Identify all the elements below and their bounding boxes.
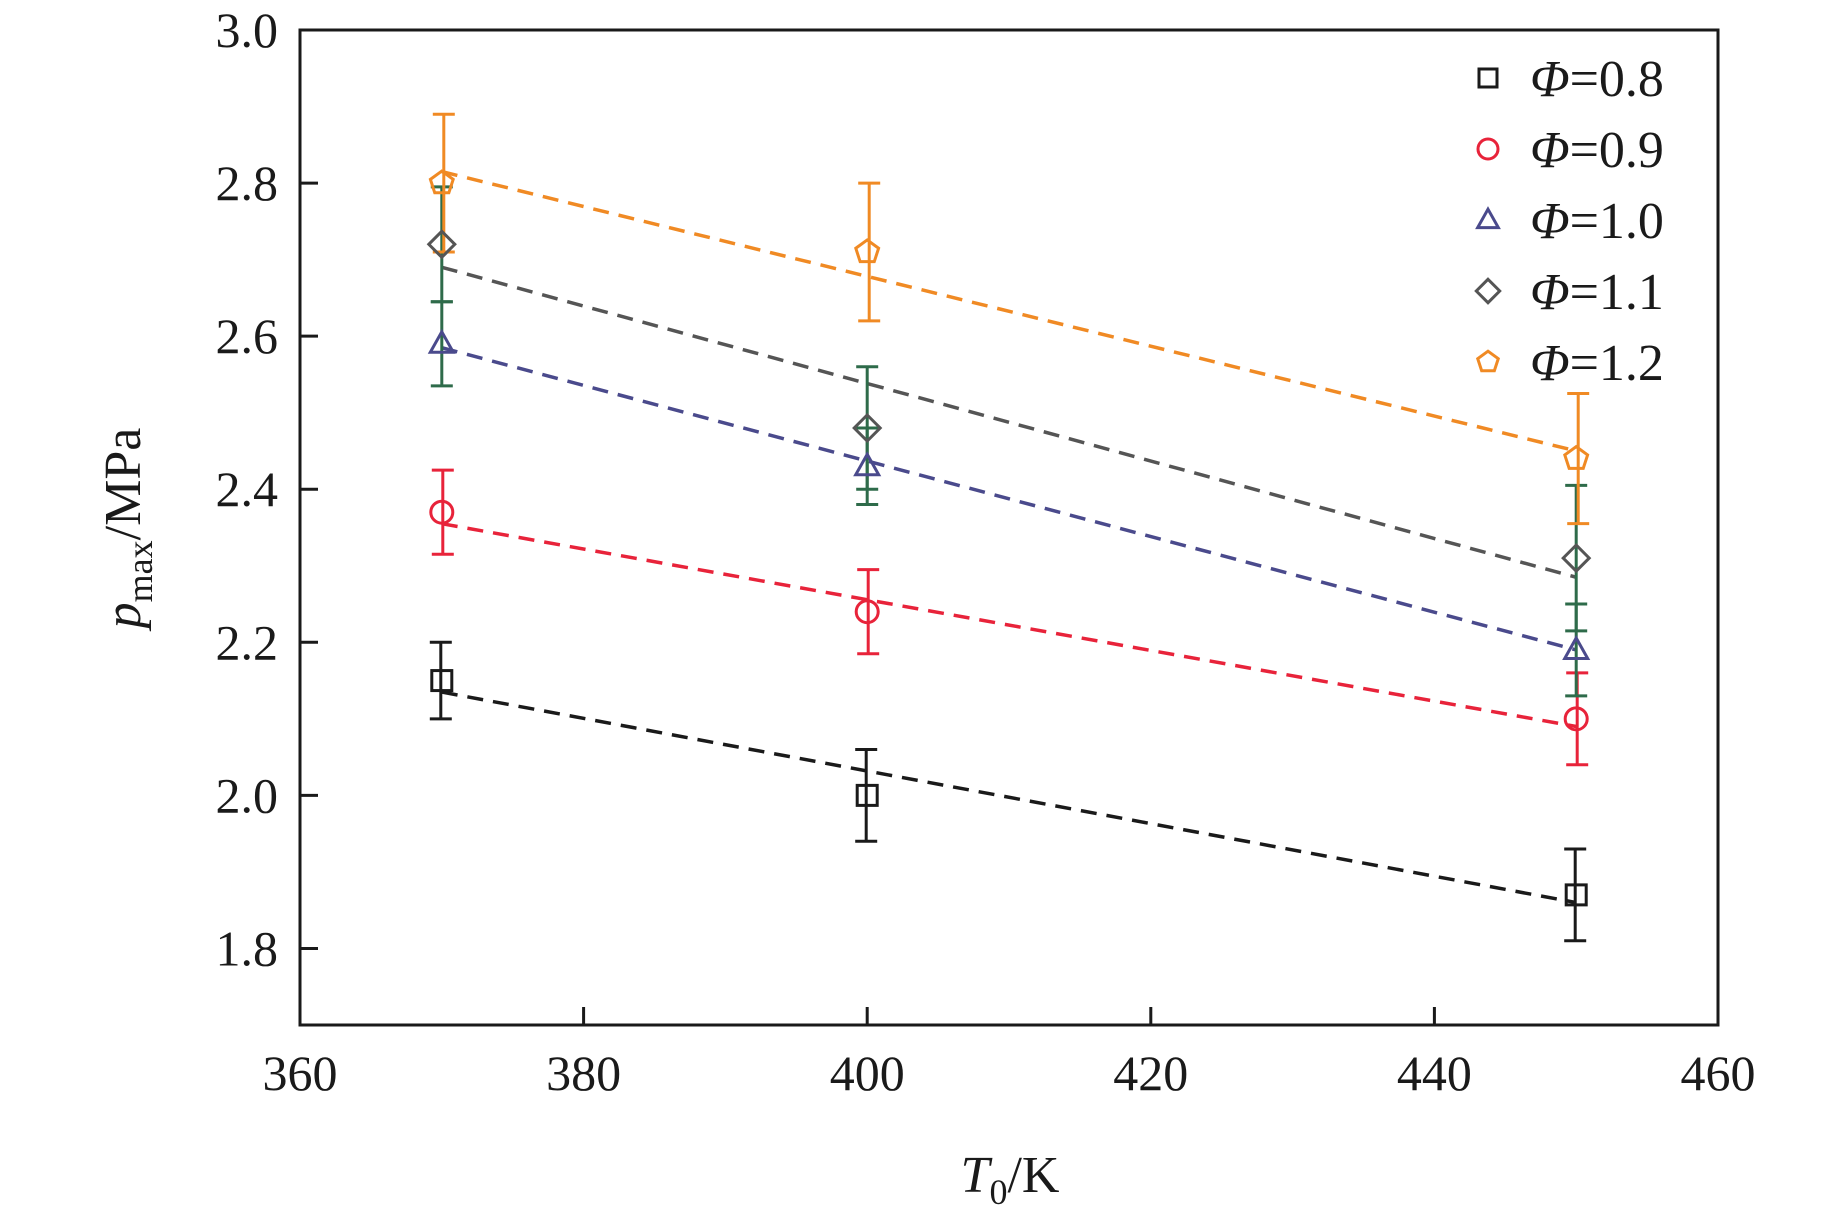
data-point bbox=[1563, 706, 1589, 732]
legend-label: Φ=0.8 bbox=[1530, 51, 1664, 108]
data-point bbox=[853, 451, 882, 477]
y-tick-label: 1.8 bbox=[216, 920, 279, 976]
y-axis: 1.8 2.0 2.2 2.4 2.6 2.8 3.0 bbox=[216, 2, 318, 976]
legend-marker bbox=[1474, 277, 1502, 305]
x-tick-label: 440 bbox=[1397, 1045, 1472, 1101]
fit-line bbox=[441, 521, 1577, 729]
data-markers bbox=[426, 169, 1592, 907]
data-point bbox=[430, 669, 454, 693]
y-axis-label: pmax/MPa bbox=[95, 428, 160, 633]
data-point bbox=[427, 328, 456, 354]
fit-line bbox=[441, 169, 1577, 453]
legend-label: Φ=0.9 bbox=[1530, 122, 1664, 179]
x-tick-label: 420 bbox=[1113, 1045, 1188, 1101]
data-point bbox=[1562, 634, 1591, 660]
fit-lines bbox=[441, 169, 1577, 905]
legend: Φ=0.8 Φ=0.9 Φ=1.0 Φ=1.1 Φ=1.2 bbox=[1474, 51, 1664, 392]
y-tick-label: 2.8 bbox=[216, 155, 279, 211]
y-tick-label: 2.6 bbox=[216, 308, 279, 364]
plot-frame bbox=[298, 28, 1720, 1027]
data-point bbox=[852, 412, 883, 444]
y-tick-label: 2.4 bbox=[216, 461, 279, 517]
legend-label: Φ=1.2 bbox=[1530, 335, 1664, 392]
data-point bbox=[428, 169, 455, 195]
fit-line bbox=[441, 265, 1577, 579]
x-tick-label: 360 bbox=[263, 1045, 338, 1101]
x-axis: 360 380 400 420 440 460 bbox=[263, 1007, 1756, 1101]
data-point bbox=[1564, 883, 1588, 907]
legend-marker bbox=[1475, 206, 1501, 230]
legend-marker bbox=[1477, 67, 1499, 89]
error-bars bbox=[429, 112, 1590, 943]
x-axis-label: T0/K bbox=[961, 1147, 1060, 1212]
data-point bbox=[855, 783, 879, 807]
y-tick-label: 2.0 bbox=[216, 767, 279, 823]
fit-line bbox=[441, 690, 1577, 905]
legend-label: Φ=1.0 bbox=[1530, 193, 1664, 250]
data-point bbox=[1561, 542, 1592, 574]
data-point bbox=[429, 499, 455, 525]
fit-line bbox=[441, 345, 1577, 652]
y-tick-label: 2.2 bbox=[216, 614, 279, 670]
data-point bbox=[854, 238, 881, 264]
data-point bbox=[854, 599, 880, 625]
data-point bbox=[1563, 444, 1590, 470]
y-tick-label: 3.0 bbox=[216, 2, 279, 58]
x-tick-label: 400 bbox=[830, 1045, 905, 1101]
legend-marker bbox=[1476, 137, 1500, 161]
x-tick-label: 460 bbox=[1681, 1045, 1756, 1101]
legend-marker bbox=[1475, 349, 1501, 373]
data-point bbox=[426, 229, 457, 260]
legend-label: Φ=1.1 bbox=[1530, 264, 1664, 321]
x-tick-label: 380 bbox=[546, 1045, 621, 1101]
